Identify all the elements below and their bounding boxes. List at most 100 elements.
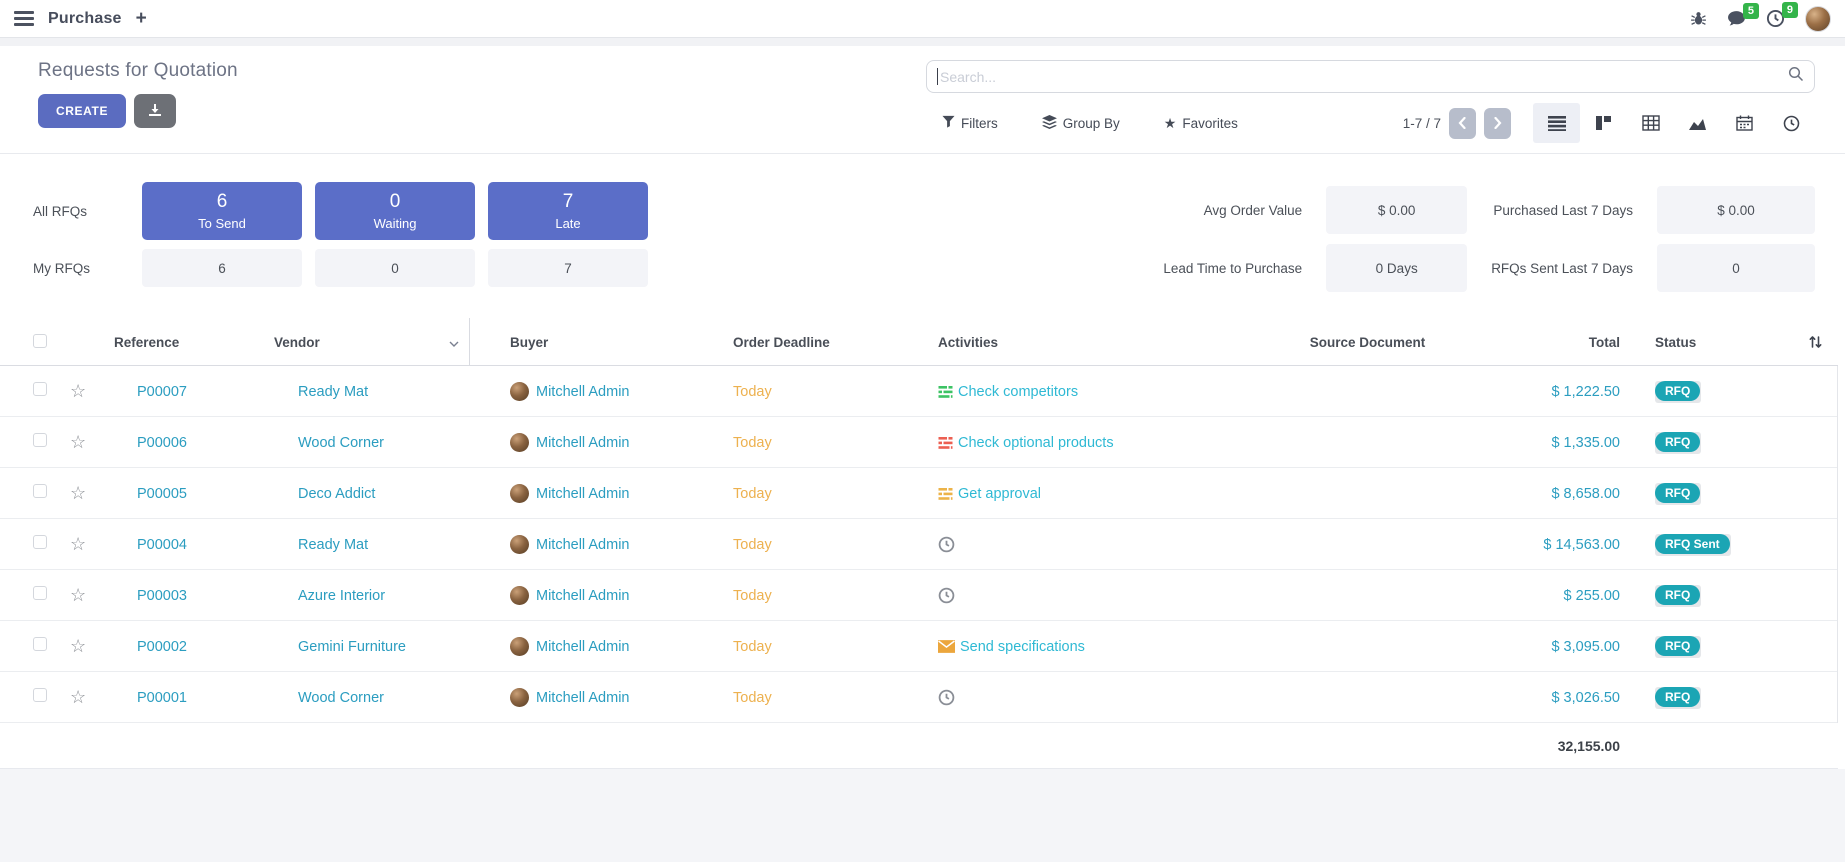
apps-menu-icon[interactable] — [14, 11, 34, 26]
reference-link[interactable]: P00001 — [137, 689, 187, 706]
activity-clock-icon[interactable] — [938, 689, 955, 706]
column-header-status[interactable]: Status — [1655, 334, 1697, 350]
reference-link[interactable]: P00006 — [137, 434, 187, 451]
activity-cell[interactable]: Send specifications — [930, 639, 1240, 655]
my-late[interactable]: 7 — [488, 249, 648, 287]
activity-label[interactable]: Send specifications — [960, 638, 1085, 655]
kpi-to-send[interactable]: 6 To Send — [142, 182, 302, 240]
column-header-vendor[interactable]: Vendor — [270, 318, 470, 366]
optional-columns-icon[interactable] — [1793, 318, 1838, 366]
calendar-view-button[interactable] — [1721, 103, 1768, 143]
vendor-link[interactable]: Gemini Furniture — [298, 638, 406, 655]
favorites-button[interactable]: ★ Favorites — [1163, 115, 1238, 131]
table-row[interactable]: ☆ P00006 Wood Corner Mitchell Admin Toda… — [0, 417, 1838, 468]
reference-link[interactable]: P00005 — [137, 485, 187, 502]
table-row[interactable]: ☆ P00005 Deco Addict Mitchell Admin Toda… — [0, 468, 1838, 519]
activity-clock-icon[interactable] — [938, 536, 955, 553]
table-row[interactable]: ☆ P00003 Azure Interior Mitchell Admin T… — [0, 570, 1838, 621]
search-bar[interactable] — [926, 60, 1815, 93]
vendor-link[interactable]: Ready Mat — [298, 383, 369, 400]
row-checkbox[interactable] — [33, 535, 47, 549]
activity-cell[interactable]: Get approval — [930, 486, 1240, 502]
vendor-link[interactable]: Deco Addict — [298, 485, 376, 502]
table-row[interactable]: ☆ P00007 Ready Mat Mitchell Admin Today … — [0, 366, 1838, 417]
search-input[interactable] — [940, 68, 1788, 85]
kpi-waiting[interactable]: 0 Waiting — [315, 182, 475, 240]
kpi-late[interactable]: 7 Late — [488, 182, 648, 240]
buyer-link[interactable]: Mitchell Admin — [536, 383, 630, 400]
activity-cell[interactable] — [930, 689, 1240, 706]
vendor-link[interactable]: Wood Corner — [298, 434, 384, 451]
row-checkbox[interactable] — [33, 688, 47, 702]
list-view-button[interactable] — [1533, 103, 1580, 143]
reference-link[interactable]: P00004 — [137, 536, 187, 553]
buyer-link[interactable]: Mitchell Admin — [536, 689, 630, 706]
activity-label[interactable]: Check competitors — [958, 383, 1079, 400]
pivot-view-button[interactable] — [1627, 103, 1674, 143]
activity-label[interactable]: Check optional products — [958, 434, 1114, 451]
favorite-star-icon[interactable]: ☆ — [70, 534, 87, 554]
activity-view-button[interactable] — [1768, 103, 1815, 143]
app-name[interactable]: Purchase — [48, 9, 122, 27]
kanban-view-button[interactable] — [1580, 103, 1627, 143]
group-by-button[interactable]: Group By — [1041, 114, 1120, 132]
reference-link[interactable]: P00002 — [137, 638, 187, 655]
activity-tasks-icon[interactable] — [938, 436, 953, 450]
activity-cell[interactable] — [930, 536, 1240, 553]
table-row[interactable]: ☆ P00004 Ready Mat Mitchell Admin Today … — [0, 519, 1838, 570]
filters-button[interactable]: Filters — [942, 115, 998, 132]
buyer-avatar — [510, 637, 529, 656]
create-button[interactable]: CREATE — [38, 94, 127, 128]
favorite-star-icon[interactable]: ☆ — [70, 687, 87, 707]
activity-label[interactable]: Get approval — [958, 485, 1042, 502]
reference-link[interactable]: P00007 — [137, 383, 187, 400]
activity-cell[interactable]: Check competitors — [930, 384, 1240, 400]
row-checkbox[interactable] — [33, 586, 47, 600]
column-header-reference[interactable]: Reference — [114, 334, 180, 350]
activity-tasks-icon[interactable] — [938, 385, 953, 399]
activity-clock-icon[interactable] — [938, 587, 955, 604]
my-waiting[interactable]: 0 — [315, 249, 475, 287]
pager-previous-button[interactable] — [1449, 107, 1476, 139]
debug-bug-icon[interactable] — [1690, 10, 1707, 27]
favorite-star-icon[interactable]: ☆ — [70, 381, 87, 401]
favorite-star-icon[interactable]: ☆ — [70, 585, 87, 605]
buyer-link[interactable]: Mitchell Admin — [536, 485, 630, 502]
table-row[interactable]: ☆ P00001 Wood Corner Mitchell Admin Toda… — [0, 672, 1838, 723]
row-checkbox[interactable] — [33, 637, 47, 651]
activity-envelope-icon[interactable] — [938, 640, 955, 653]
favorite-star-icon[interactable]: ☆ — [70, 432, 87, 452]
activity-cell[interactable]: Check optional products — [930, 435, 1240, 451]
reference-link[interactable]: P00003 — [137, 587, 187, 604]
table-row[interactable]: ☆ P00002 Gemini Furniture Mitchell Admin… — [0, 621, 1838, 672]
favorite-star-icon[interactable]: ☆ — [70, 636, 87, 656]
buyer-link[interactable]: Mitchell Admin — [536, 638, 630, 655]
pager-next-button[interactable] — [1484, 107, 1511, 139]
my-to-send[interactable]: 6 — [142, 249, 302, 287]
activities-icon[interactable]: 9 — [1766, 2, 1798, 28]
row-checkbox[interactable] — [33, 433, 47, 447]
graph-view-button[interactable] — [1674, 103, 1721, 143]
vendor-link[interactable]: Wood Corner — [298, 689, 384, 706]
select-all-checkbox[interactable] — [33, 333, 47, 348]
vendor-link[interactable]: Ready Mat — [298, 536, 369, 553]
buyer-link[interactable]: Mitchell Admin — [536, 587, 630, 604]
favorite-star-icon[interactable]: ☆ — [70, 483, 87, 503]
export-button[interactable] — [134, 94, 177, 128]
vendor-link[interactable]: Azure Interior — [298, 587, 386, 604]
user-avatar[interactable] — [1805, 5, 1831, 32]
messages-icon[interactable]: 5 — [1727, 3, 1759, 27]
activity-tasks-icon[interactable] — [938, 487, 953, 501]
buyer-link[interactable]: Mitchell Admin — [536, 434, 630, 451]
column-header-order-deadline[interactable]: Order Deadline — [733, 334, 830, 350]
row-checkbox[interactable] — [33, 382, 47, 396]
column-header-source-document[interactable]: Source Document — [1309, 334, 1426, 350]
search-icon[interactable] — [1788, 66, 1804, 87]
buyer-link[interactable]: Mitchell Admin — [536, 536, 630, 553]
add-tab-icon[interactable]: + — [135, 8, 147, 29]
column-header-buyer[interactable]: Buyer — [510, 334, 549, 350]
activity-cell[interactable] — [930, 587, 1240, 604]
column-header-activities[interactable]: Activities — [938, 334, 999, 350]
row-checkbox[interactable] — [33, 484, 47, 498]
column-header-total[interactable]: Total — [1588, 334, 1620, 350]
